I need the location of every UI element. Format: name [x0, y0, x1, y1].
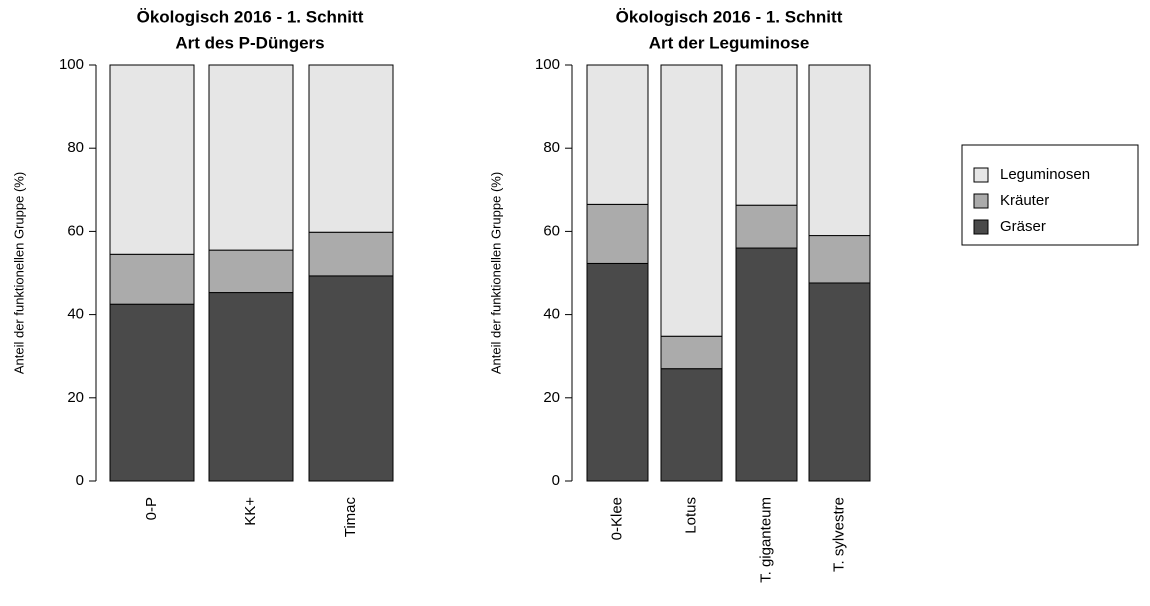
y-tick-label: 80 [67, 139, 84, 156]
y-tick-label: 100 [59, 56, 84, 73]
bar-segment [208, 292, 294, 482]
bar-segment [109, 303, 195, 482]
bar-segment [586, 262, 649, 482]
bar-segment [208, 64, 294, 251]
y-tick-label: 20 [543, 389, 560, 406]
chart-subtitle: Art des P-Düngers [175, 33, 324, 52]
legend-swatch [973, 219, 989, 235]
bar-segment [735, 247, 798, 482]
y-tick-label: 60 [67, 222, 84, 239]
bar-segment [808, 235, 871, 284]
chart-subtitle: Art der Leguminose [649, 33, 810, 52]
y-tick-label: 40 [543, 306, 560, 323]
bar-segment [308, 64, 394, 233]
bar-segment [109, 253, 195, 305]
x-tick-label: Lotus [682, 497, 699, 534]
x-tick-label: KK+ [242, 497, 259, 526]
legend-label: Kräuter [1000, 192, 1049, 209]
bar-segment [808, 64, 871, 237]
legend-swatch [973, 193, 989, 209]
x-tick-label: 0-P [143, 497, 160, 520]
bar-segment [109, 64, 195, 255]
bar-segment [735, 204, 798, 249]
bar-segment [308, 231, 394, 277]
chart-title: Ökologisch 2016 - 1. Schnitt [616, 7, 843, 26]
legend-swatch [973, 167, 989, 183]
y-axis-label: Anteil der funktionellen Gruppe (%) [11, 172, 26, 374]
bar-segment [208, 249, 294, 294]
bar-segment [660, 368, 723, 482]
y-tick-label: 80 [543, 139, 560, 156]
y-tick-label: 60 [543, 222, 560, 239]
bar-segment [586, 64, 649, 205]
x-tick-label: 0-Klee [608, 497, 625, 540]
x-tick-label: T. giganteum [757, 497, 774, 583]
bar-segment [735, 64, 798, 206]
legend-label: Gräser [1000, 218, 1046, 235]
legend-label: Leguminosen [1000, 166, 1090, 183]
legend-box [961, 144, 1139, 246]
chart-title: Ökologisch 2016 - 1. Schnitt [137, 7, 364, 26]
bar-segment [308, 275, 394, 482]
bar-segment [660, 64, 723, 337]
bar-segment [808, 282, 871, 482]
y-tick-label: 0 [552, 472, 560, 489]
y-axis-label: Anteil der funktionellen Gruppe (%) [488, 172, 503, 374]
y-tick-label: 40 [67, 306, 84, 323]
y-tick-label: 0 [76, 472, 84, 489]
bar-segment [660, 335, 723, 370]
y-tick-label: 100 [535, 56, 560, 73]
bar-segment [586, 203, 649, 264]
x-tick-label: Timac [342, 497, 359, 538]
y-tick-label: 20 [67, 389, 84, 406]
x-tick-label: T. sylvestre [830, 497, 847, 572]
